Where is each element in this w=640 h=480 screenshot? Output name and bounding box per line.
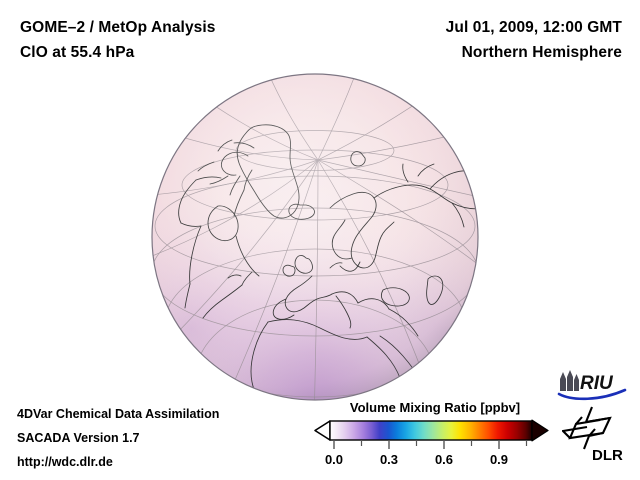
colorbar-gradient <box>330 421 532 440</box>
colorbar-major-ticks <box>333 440 500 449</box>
colorbar-tick-label: 0.0 <box>325 452 343 467</box>
dlr-logo: DLR <box>562 406 623 463</box>
footer-line-url[interactable]: http://wdc.dlr.de <box>17 455 113 469</box>
timestamp-label: Jul 01, 2009, 12:00 GMT <box>445 19 622 36</box>
page-title: GOME–2 / MetOp Analysis <box>20 19 216 36</box>
riu-logo: RIU <box>557 370 627 401</box>
header-left: GOME–2 / MetOp Analysis ClO at 55.4 hPa <box>20 15 216 65</box>
colorbar-high-arrow <box>531 419 549 442</box>
colorbar-tick-label: 0.9 <box>490 452 508 467</box>
riu-tower-icon <box>560 370 579 391</box>
colorbar-tick-label: 0.6 <box>435 452 453 467</box>
colorbar: Volume Mixing Ratio [ppbv] <box>312 400 552 476</box>
globe-outline <box>151 73 479 401</box>
globe-sphere-shading <box>152 74 478 400</box>
colorbar-low-arrow <box>314 420 331 441</box>
colorbar-minor-ticks <box>360 440 528 446</box>
footer-credits: 4DVar Chemical Data Assimilation SACADA … <box>17 402 219 474</box>
footer-line-method: 4DVar Chemical Data Assimilation <box>17 407 220 421</box>
riu-swoosh-icon <box>557 388 627 401</box>
colorbar-tick-label: 0.3 <box>380 452 398 467</box>
colorbar-scale: 0.0 0.3 0.6 0.9 <box>314 419 549 467</box>
colorbar-title: Volume Mixing Ratio [ppbv] <box>349 400 521 415</box>
hemisphere-label: Northern Hemisphere <box>461 44 622 61</box>
footer-line-version: SACADA Version 1.7 <box>17 431 140 445</box>
dlr-mark-icon <box>562 406 612 450</box>
riu-logo-text: RIU <box>580 373 614 394</box>
page-subtitle: ClO at 55.4 hPa <box>20 44 135 61</box>
header-right: Jul 01, 2009, 12:00 GMT Northern Hemisph… <box>446 15 622 65</box>
dlr-logo-text: DLR <box>592 447 623 463</box>
